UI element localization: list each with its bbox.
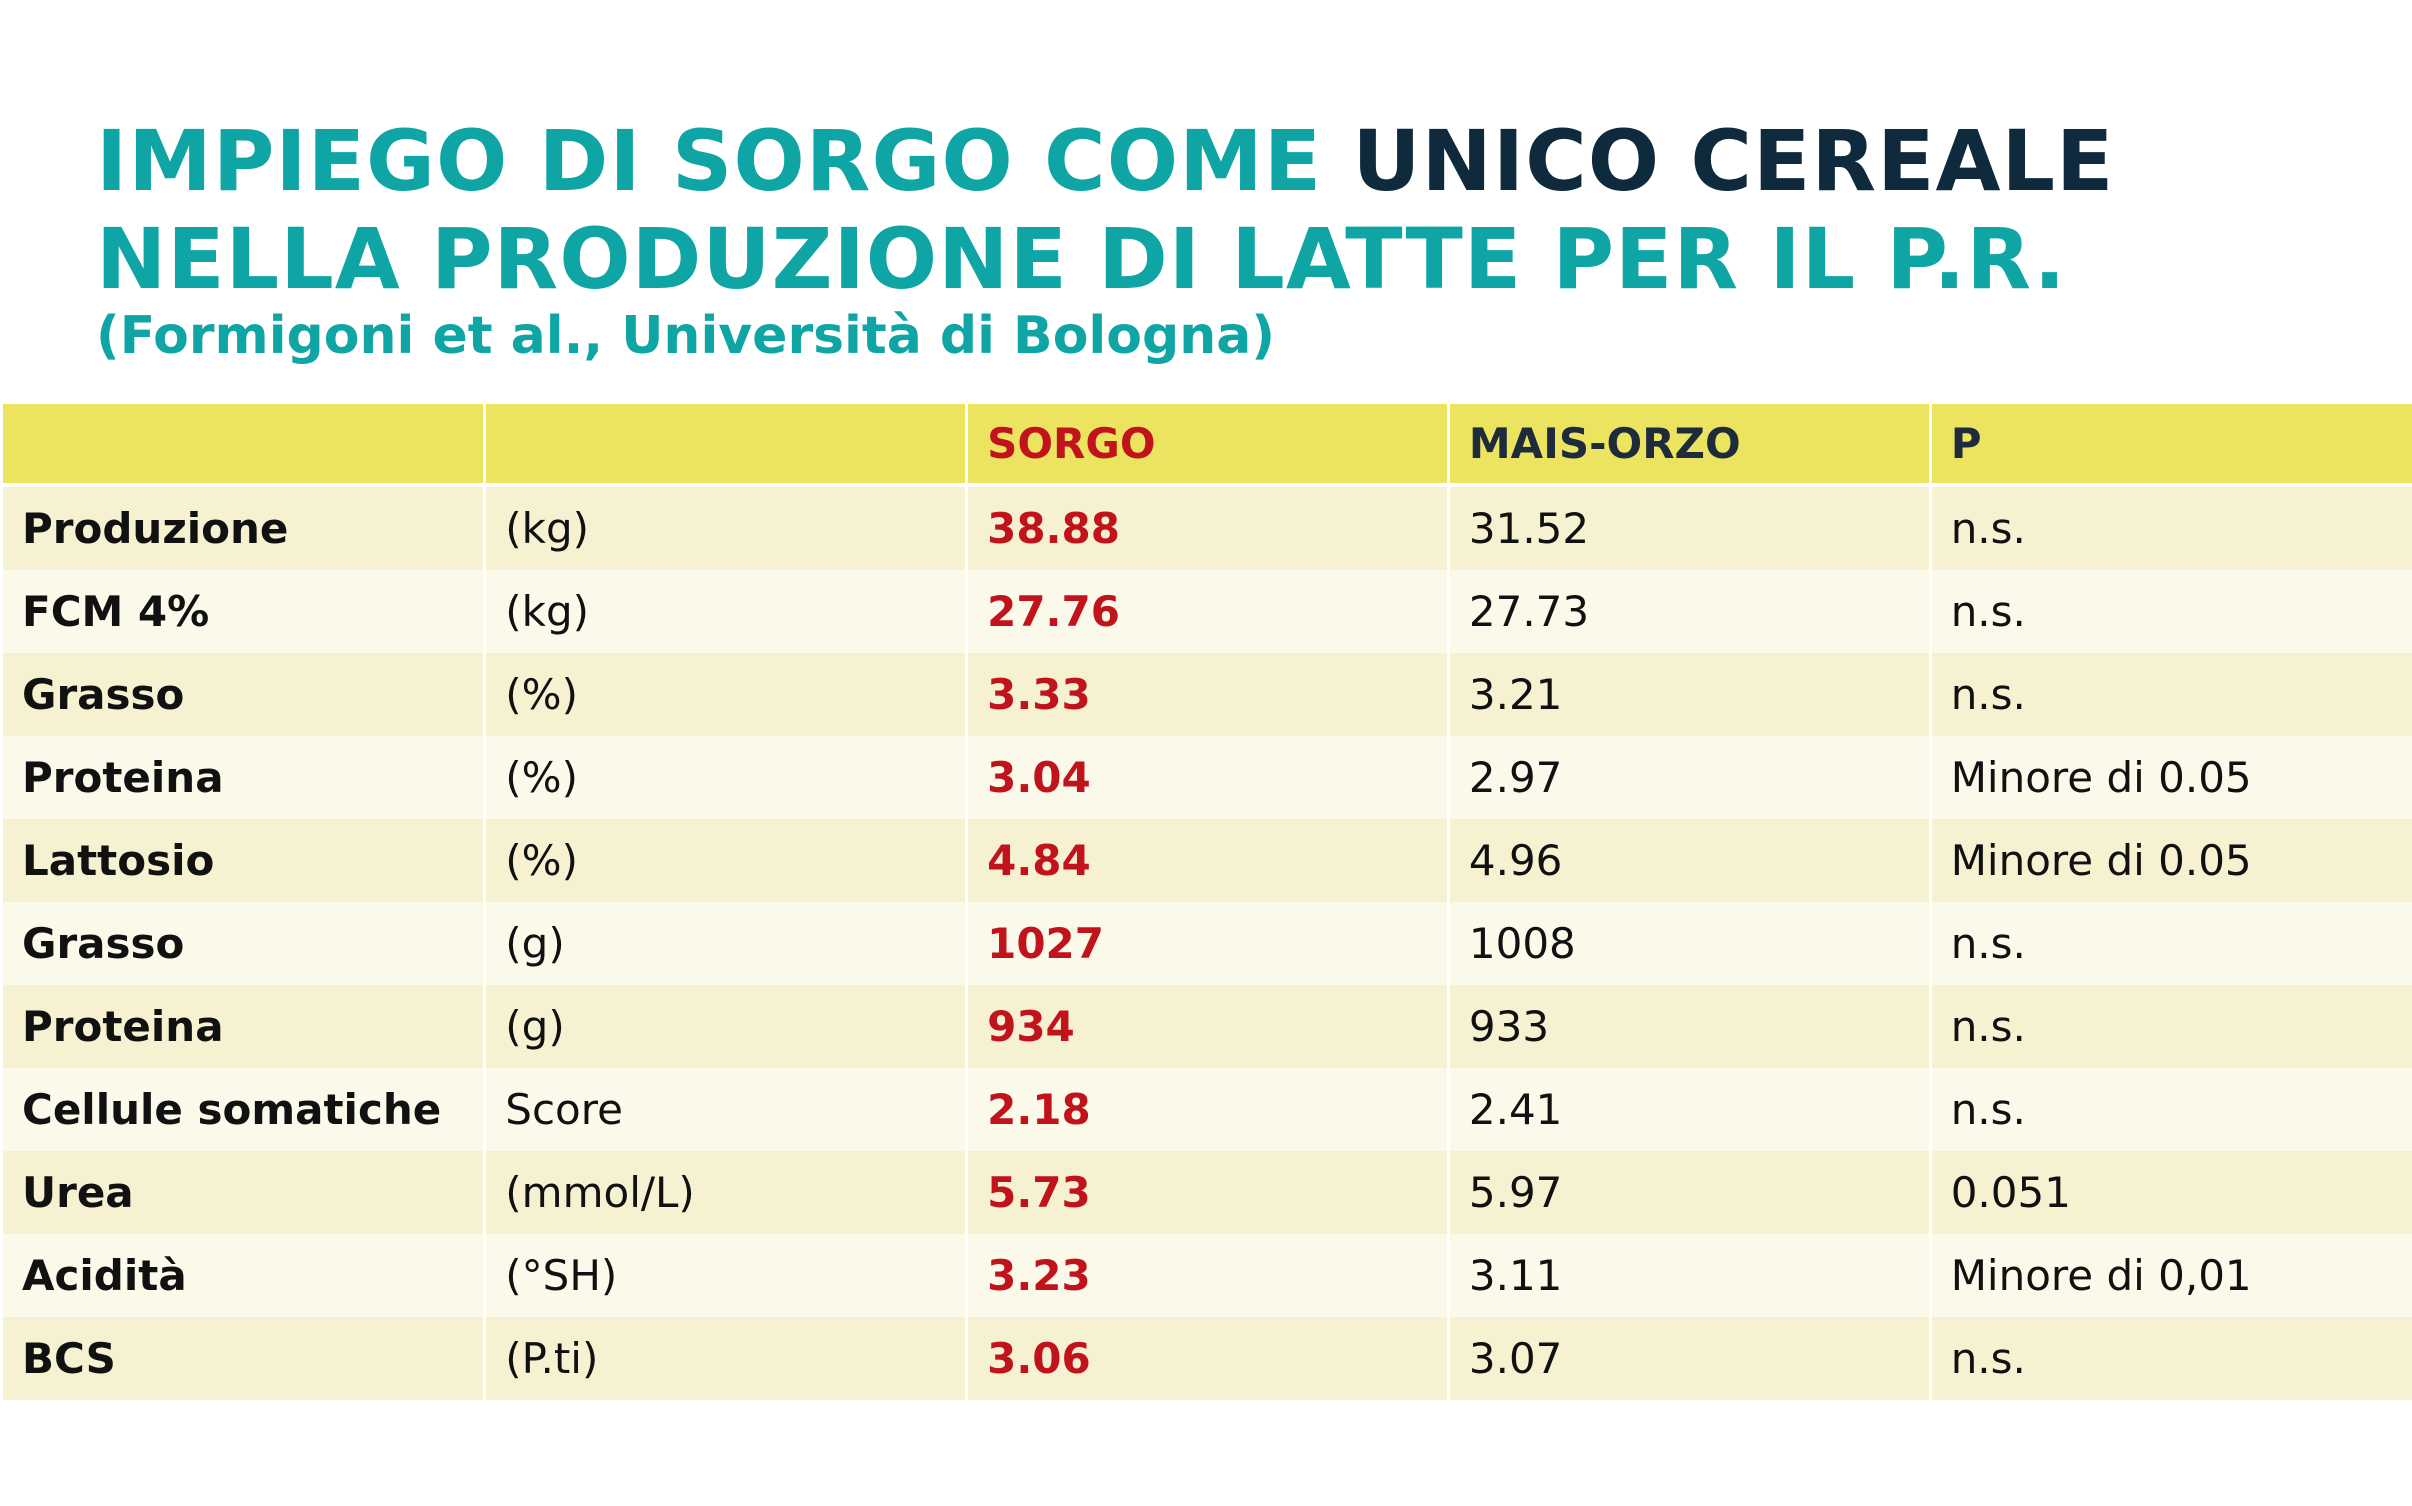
subtitle: (Formigoni et al., Università di Bologna… [96,306,1276,366]
mais-orzo-value: 5.97 [1446,1151,1931,1234]
p-value: Minore di 0.05 [1928,819,2412,902]
sorgo-value: 4.84 [965,819,1449,902]
row-label: Produzione [3,483,485,570]
sorgo-value: 2.18 [965,1068,1449,1151]
header-cell-mais-orzo: MAIS-ORZO [1446,404,1931,485]
sorgo-value: 3.23 [965,1234,1449,1317]
p-value: 0.051 [1928,1151,2412,1234]
row-unit: (g) [483,985,967,1068]
row-label: Grasso [3,653,485,736]
row-unit: (mmol/L) [483,1151,967,1234]
title-line1-dark: UNICO CEREALE [1352,112,2115,210]
sorgo-value: 3.06 [965,1317,1449,1400]
row-unit: (%) [483,653,967,736]
table-row: Grasso (%) 3.33 3.21 n.s. [3,653,2412,736]
table-row: Proteina (%) 3.04 2.97 Minore di 0.05 [3,736,2412,819]
row-unit: (g) [483,902,967,985]
mais-orzo-value: 27.73 [1446,570,1931,653]
sorgo-value: 1027 [965,902,1449,985]
mais-orzo-value: 2.97 [1446,736,1931,819]
p-value: n.s. [1928,902,2412,985]
page-title: IMPIEGO DI SORGO COME UNICO CEREALE NELL… [96,112,2114,308]
row-label: Cellule somatiche [3,1068,485,1151]
table-row: Proteina (g) 934 933 n.s. [3,985,2412,1068]
p-value: n.s. [1928,1068,2412,1151]
mais-orzo-value: 933 [1446,985,1931,1068]
table-row: Urea (mmol/L) 5.73 5.97 0.051 [3,1151,2412,1234]
row-label: Urea [3,1151,485,1234]
row-label: Lattosio [3,819,485,902]
table-header-row: SORGO MAIS-ORZO P [3,404,2412,485]
header-cell-label [3,404,485,485]
row-unit: Score [483,1068,967,1151]
mais-orzo-value: 2.41 [1446,1068,1931,1151]
header-cell-unit [483,404,967,485]
sorgo-value: 5.73 [965,1151,1449,1234]
table-row: Acidità (°SH) 3.23 3.11 Minore di 0,01 [3,1234,2412,1317]
p-value: Minore di 0,01 [1928,1234,2412,1317]
sorgo-value: 3.33 [965,653,1449,736]
header-cell-sorgo: SORGO [965,404,1449,485]
sorgo-value: 934 [965,985,1449,1068]
p-value: n.s. [1928,570,2412,653]
table-row: Grasso (g) 1027 1008 n.s. [3,902,2412,985]
title-line2: NELLA PRODUZIONE DI LATTE PER IL P.R. [96,210,2067,308]
mais-orzo-value: 31.52 [1446,483,1931,570]
table-row: Lattosio (%) 4.84 4.96 Minore di 0.05 [3,819,2412,902]
sorgo-value: 38.88 [965,483,1449,570]
row-label: FCM 4% [3,570,485,653]
row-unit: (°SH) [483,1234,967,1317]
title-line1-teal: IMPIEGO DI SORGO COME [96,112,1353,210]
results-table: SORGO MAIS-ORZO P Produzione (kg) 38.88 31.… [3,404,2412,1400]
sorgo-value: 3.04 [965,736,1449,819]
mais-orzo-value: 4.96 [1446,819,1931,902]
row-label: BCS [3,1317,485,1400]
row-label: Proteina [3,736,485,819]
p-value: Minore di 0.05 [1928,736,2412,819]
row-label: Proteina [3,985,485,1068]
row-label: Acidità [3,1234,485,1317]
header-cell-p: P [1928,404,2412,485]
table-row: FCM 4% (kg) 27.76 27.73 n.s. [3,570,2412,653]
mais-orzo-value: 1008 [1446,902,1931,985]
p-value: n.s. [1928,653,2412,736]
p-value: n.s. [1928,985,2412,1068]
mais-orzo-value: 3.07 [1446,1317,1931,1400]
mais-orzo-value: 3.21 [1446,653,1931,736]
table-row: Produzione (kg) 38.88 31.52 n.s. [3,483,2412,570]
p-value: n.s. [1928,483,2412,570]
mais-orzo-value: 3.11 [1446,1234,1931,1317]
table-row: Cellule somatiche Score 2.18 2.41 n.s. [3,1068,2412,1151]
table-row: BCS (P.ti) 3.06 3.07 n.s. [3,1317,2412,1400]
row-label: Grasso [3,902,485,985]
row-unit: (kg) [483,570,967,653]
row-unit: (%) [483,819,967,902]
sorgo-value: 27.76 [965,570,1449,653]
row-unit: (kg) [483,483,967,570]
row-unit: (%) [483,736,967,819]
p-value: n.s. [1928,1317,2412,1400]
row-unit: (P.ti) [483,1317,967,1400]
